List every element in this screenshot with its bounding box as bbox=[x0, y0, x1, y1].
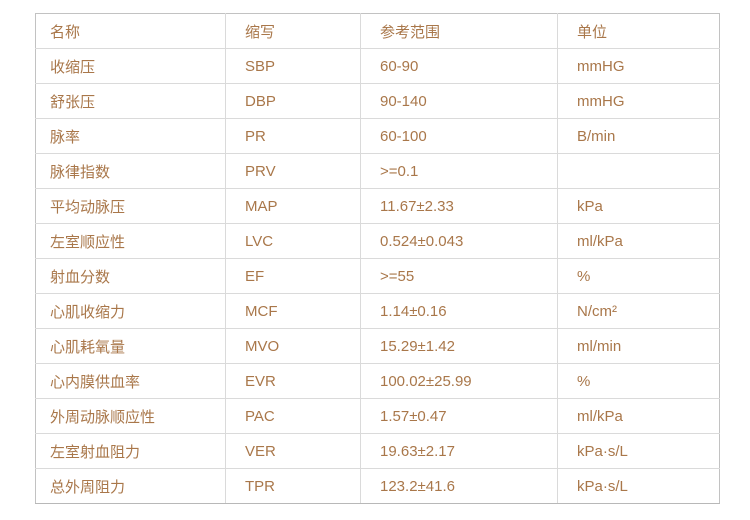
cell-name: 左室射血阻力 bbox=[35, 433, 226, 469]
cell-unit: mmHG bbox=[557, 83, 720, 119]
table-header-row: 名称 缩写 参考范围 单位 bbox=[35, 13, 720, 49]
cell-unit: mmHG bbox=[557, 48, 720, 84]
cell-abbr: EF bbox=[225, 258, 361, 294]
cell-abbr: MCF bbox=[225, 293, 361, 329]
table-row: 脉率 PR 60-100 B/min bbox=[35, 118, 720, 154]
cell-range: 90-140 bbox=[360, 83, 558, 119]
cell-abbr: TPR bbox=[225, 468, 361, 504]
cell-range: 123.2±41.6 bbox=[360, 468, 558, 504]
cell-unit: N/cm² bbox=[557, 293, 720, 329]
cell-range: 0.524±0.043 bbox=[360, 223, 558, 259]
cell-range: 100.02±25.99 bbox=[360, 363, 558, 399]
cell-unit: % bbox=[557, 258, 720, 294]
cell-name: 射血分数 bbox=[35, 258, 226, 294]
table-row: 心肌收缩力 MCF 1.14±0.16 N/cm² bbox=[35, 293, 720, 329]
cell-name: 收缩压 bbox=[35, 48, 226, 84]
cell-abbr: LVC bbox=[225, 223, 361, 259]
cell-abbr: VER bbox=[225, 433, 361, 469]
cell-unit: kPa·s/L bbox=[557, 433, 720, 469]
cell-abbr: DBP bbox=[225, 83, 361, 119]
table-row: 外周动脉顺应性 PAC 1.57±0.47 ml/kPa bbox=[35, 398, 720, 434]
column-header-range: 参考范围 bbox=[360, 13, 558, 49]
table-row: 心肌耗氧量 MVO 15.29±1.42 ml/min bbox=[35, 328, 720, 364]
column-header-unit: 单位 bbox=[557, 13, 720, 49]
cell-range: 11.67±2.33 bbox=[360, 188, 558, 224]
cell-abbr: SBP bbox=[225, 48, 361, 84]
table-row: 舒张压 DBP 90-140 mmHG bbox=[35, 83, 720, 119]
cell-name: 脉率 bbox=[35, 118, 226, 154]
cell-unit: ml/min bbox=[557, 328, 720, 364]
table-row: 心内膜供血率 EVR 100.02±25.99 % bbox=[35, 363, 720, 399]
table-row: 平均动脉压 MAP 11.67±2.33 kPa bbox=[35, 188, 720, 224]
cell-abbr: MAP bbox=[225, 188, 361, 224]
cell-name: 舒张压 bbox=[35, 83, 226, 119]
cell-range: 60-100 bbox=[360, 118, 558, 154]
cell-range: 15.29±1.42 bbox=[360, 328, 558, 364]
cell-unit: kPa bbox=[557, 188, 720, 224]
cell-unit: ml/kPa bbox=[557, 223, 720, 259]
cell-abbr: PR bbox=[225, 118, 361, 154]
cell-name: 心肌耗氧量 bbox=[35, 328, 226, 364]
table-row: 左室顺应性 LVC 0.524±0.043 ml/kPa bbox=[35, 223, 720, 259]
cell-unit: B/min bbox=[557, 118, 720, 154]
cell-range: 19.63±2.17 bbox=[360, 433, 558, 469]
cell-name: 外周动脉顺应性 bbox=[35, 398, 226, 434]
table-row: 左室射血阻力 VER 19.63±2.17 kPa·s/L bbox=[35, 433, 720, 469]
table-row: 总外周阻力 TPR 123.2±41.6 kPa·s/L bbox=[35, 468, 720, 504]
table-row: 射血分数 EF >=55 % bbox=[35, 258, 720, 294]
cell-range: 1.57±0.47 bbox=[360, 398, 558, 434]
column-header-abbr: 缩写 bbox=[225, 13, 361, 49]
cell-name: 心肌收缩力 bbox=[35, 293, 226, 329]
cell-name: 脉律指数 bbox=[35, 153, 226, 189]
cell-range: >=55 bbox=[360, 258, 558, 294]
cell-range: 60-90 bbox=[360, 48, 558, 84]
table-row: 收缩压 SBP 60-90 mmHG bbox=[35, 48, 720, 84]
cell-unit bbox=[557, 153, 720, 189]
table-row: 脉律指数 PRV >=0.1 bbox=[35, 153, 720, 189]
cell-abbr: EVR bbox=[225, 363, 361, 399]
cell-abbr: PRV bbox=[225, 153, 361, 189]
cell-abbr: MVO bbox=[225, 328, 361, 364]
cell-name: 左室顺应性 bbox=[35, 223, 226, 259]
cell-range: >=0.1 bbox=[360, 153, 558, 189]
cell-name: 平均动脉压 bbox=[35, 188, 226, 224]
cell-name: 总外周阻力 bbox=[35, 468, 226, 504]
cell-unit: % bbox=[557, 363, 720, 399]
column-header-name: 名称 bbox=[35, 13, 226, 49]
cell-abbr: PAC bbox=[225, 398, 361, 434]
cell-unit: kPa·s/L bbox=[557, 468, 720, 504]
cell-range: 1.14±0.16 bbox=[360, 293, 558, 329]
cell-name: 心内膜供血率 bbox=[35, 363, 226, 399]
cell-unit: ml/kPa bbox=[557, 398, 720, 434]
reference-range-table: 名称 缩写 参考范围 单位 收缩压 SBP 60-90 mmHG 舒张压 DBP… bbox=[35, 13, 720, 504]
